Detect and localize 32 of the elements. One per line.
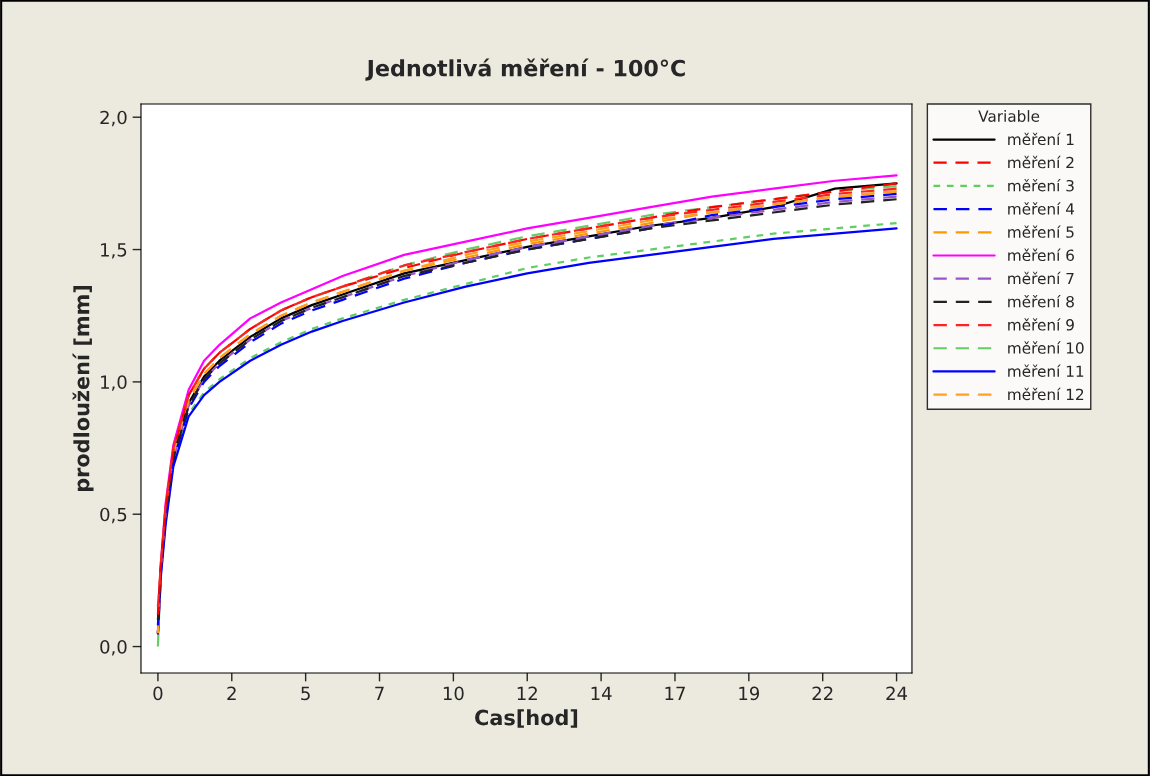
y-tick-label: 1,0 — [101, 375, 127, 391]
x-tick-label: 0 — [153, 686, 163, 701]
legend-label: měření 1 — [1008, 132, 1074, 146]
x-tick-label: 17 — [665, 686, 685, 700]
x-tick-label: 5 — [301, 686, 310, 701]
legend-label: měření 10 — [1008, 341, 1084, 354]
x-tick-label: 19 — [739, 686, 760, 701]
legend-title: Variable — [978, 110, 1040, 122]
legend-label: měření 3 — [1008, 179, 1074, 192]
y-tick-label: 0,0 — [100, 640, 127, 656]
x-tick-label: 7 — [375, 686, 384, 700]
legend-label: měření 5 — [1008, 225, 1074, 238]
chart-title: Jednotlivá měření - 100°C — [365, 58, 685, 81]
y-tick-label: 0,5 — [100, 507, 127, 524]
legend-label: měření 11 — [1008, 364, 1084, 377]
legend-label: měření 7 — [1008, 271, 1074, 285]
legend-label: měření 8 — [1008, 294, 1074, 308]
x-tick-label: 2 — [227, 686, 236, 700]
x-tick-label: 12 — [517, 686, 537, 700]
x-tick-label: 22 — [812, 686, 833, 700]
y-tick-label: 2,0 — [100, 110, 127, 127]
x-tick-label: 14 — [591, 686, 612, 700]
x-axis-title: Cas[hod] — [475, 709, 578, 728]
legend-label: měření 2 — [1008, 155, 1074, 169]
legend-label: měření 6 — [1008, 248, 1074, 262]
legend-label: měření 12 — [1008, 387, 1084, 401]
y-tick-label: 1,5 — [101, 243, 127, 259]
x-tick-label: 10 — [443, 686, 464, 701]
y-axis-title: prodloužení [mm] — [72, 285, 94, 492]
x-tick-label: 24 — [886, 686, 908, 700]
legend-label: měření 9 — [1008, 318, 1074, 331]
legend-label: měření 4 — [1008, 202, 1075, 215]
